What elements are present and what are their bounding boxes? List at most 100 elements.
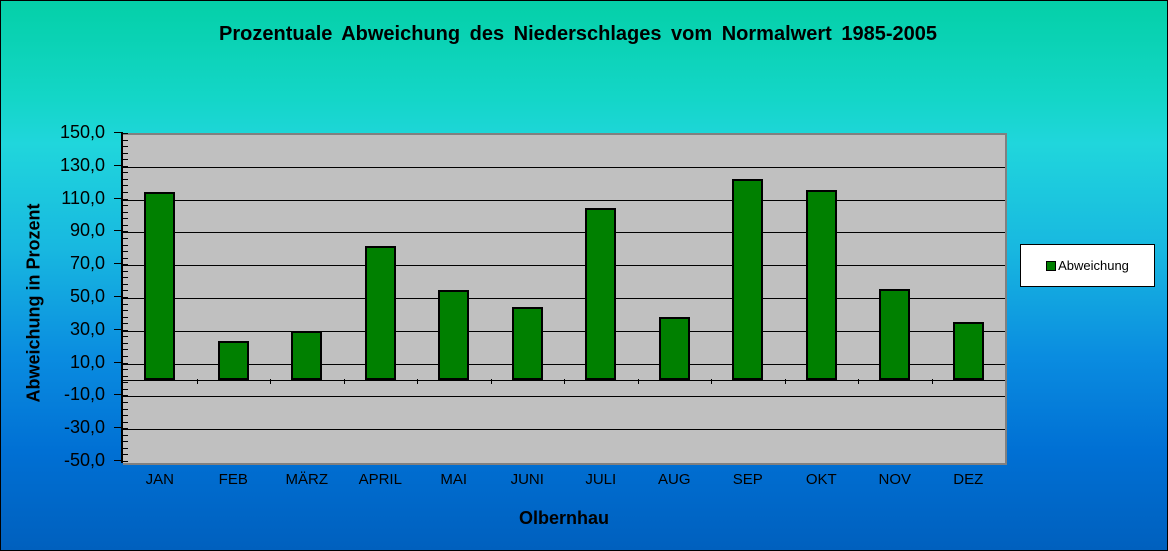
legend: Abweichung xyxy=(1020,244,1155,287)
y-minor-tick xyxy=(123,329,128,331)
y-minor-tick xyxy=(123,428,128,430)
y-minor-tick xyxy=(123,336,128,338)
x-tick-label: OKT xyxy=(805,471,837,488)
gridline xyxy=(123,363,1005,365)
y-minor-tick xyxy=(123,290,128,292)
x-tick xyxy=(784,379,786,384)
bar-märz xyxy=(291,331,323,380)
bar-feb xyxy=(217,341,249,380)
x-tick xyxy=(270,379,271,384)
x-tick-label: JUNI xyxy=(510,471,544,488)
y-tick xyxy=(114,132,123,133)
bar-juli xyxy=(585,208,617,380)
y-minor-tick xyxy=(123,244,128,246)
x-tick xyxy=(931,379,933,384)
x-tick xyxy=(858,379,859,384)
y-minor-tick xyxy=(123,185,128,187)
y-tick-label: 130,0 xyxy=(59,154,105,175)
y-minor-tick xyxy=(123,146,128,148)
x-tick-label: MAI xyxy=(440,471,468,488)
y-tick xyxy=(114,328,123,330)
y-minor-tick xyxy=(123,172,128,174)
y-minor-tick xyxy=(123,441,128,443)
y-minor-tick xyxy=(123,165,128,167)
y-minor-tick xyxy=(123,323,128,325)
y-minor-tick xyxy=(123,454,128,456)
y-minor-tick xyxy=(123,264,128,266)
bar-dez xyxy=(952,321,984,380)
y-minor-tick xyxy=(123,369,128,371)
y-tick-label: -30,0 xyxy=(63,417,105,438)
y-minor-tick xyxy=(123,342,128,344)
bar-okt xyxy=(805,190,837,380)
y-tick-label: -10,0 xyxy=(63,384,105,405)
x-tick-label: JAN xyxy=(145,471,174,488)
y-tick-label: 90,0 xyxy=(69,220,105,241)
y-minor-tick xyxy=(123,382,128,384)
y-minor-tick xyxy=(123,362,128,364)
y-tick xyxy=(114,263,123,265)
y-minor-tick xyxy=(123,283,128,285)
legend-swatch-icon xyxy=(1046,260,1057,271)
x-tick xyxy=(490,379,492,384)
x-tick xyxy=(637,379,639,384)
y-minor-tick xyxy=(123,178,128,180)
y-minor-tick xyxy=(123,205,128,207)
y-minor-tick xyxy=(123,401,128,403)
legend-label: Abweichung xyxy=(1058,258,1129,273)
gridline xyxy=(123,396,1005,398)
y-minor-tick xyxy=(123,237,128,239)
bar-juni xyxy=(511,306,543,380)
gridline xyxy=(123,429,1005,431)
y-minor-tick xyxy=(123,218,128,220)
y-minor-tick xyxy=(123,198,128,200)
y-minor-tick xyxy=(123,277,128,279)
gridline xyxy=(123,298,1005,299)
x-tick-label: NOV xyxy=(878,471,911,488)
y-minor-tick xyxy=(123,297,128,298)
y-tick xyxy=(114,197,123,199)
y-minor-tick xyxy=(123,133,128,134)
x-tick xyxy=(417,379,418,384)
y-axis-line xyxy=(121,133,123,463)
y-minor-tick xyxy=(123,139,128,141)
y-tick-label: 30,0 xyxy=(69,318,105,339)
bar-april xyxy=(364,246,396,380)
y-minor-tick xyxy=(123,192,128,194)
y-tick-label: 10,0 xyxy=(69,351,105,372)
chart-title: Prozentuale Abweichung des Niederschlage… xyxy=(219,23,937,45)
y-tick xyxy=(114,460,123,461)
y-tick-label: 70,0 xyxy=(69,253,105,274)
y-minor-tick xyxy=(123,257,128,259)
y-tick xyxy=(114,394,123,396)
y-tick-label: -50,0 xyxy=(63,450,105,470)
y-minor-tick xyxy=(123,408,128,410)
x-tick xyxy=(343,379,345,384)
x-tick-label: DEZ xyxy=(953,471,984,488)
y-tick xyxy=(114,296,123,297)
gridline xyxy=(123,330,1005,332)
x-tick-label: JULI xyxy=(585,471,617,488)
y-minor-tick xyxy=(123,224,128,226)
y-minor-tick xyxy=(123,303,128,305)
x-tick-label: MÄRZ xyxy=(285,471,329,488)
y-tick-label: 110,0 xyxy=(61,187,105,208)
y-tick xyxy=(114,230,123,232)
y-tick-label: 150,0 xyxy=(59,122,105,142)
gridline xyxy=(123,232,1005,234)
bar-mai xyxy=(438,290,470,380)
x-tick xyxy=(196,379,198,384)
x-tick xyxy=(711,379,712,384)
x-tick-label: AUG xyxy=(657,471,691,488)
gridline xyxy=(123,166,1005,168)
x-tick-label: SEP xyxy=(732,471,763,488)
y-minor-tick xyxy=(123,349,128,351)
y-minor-tick xyxy=(123,395,128,397)
y-minor-tick xyxy=(123,415,128,417)
y-minor-tick xyxy=(123,316,128,318)
y-tick xyxy=(114,361,123,363)
y-tick-label: 50,0 xyxy=(69,286,105,306)
gridline xyxy=(123,265,1005,267)
bar-nov xyxy=(879,288,911,380)
